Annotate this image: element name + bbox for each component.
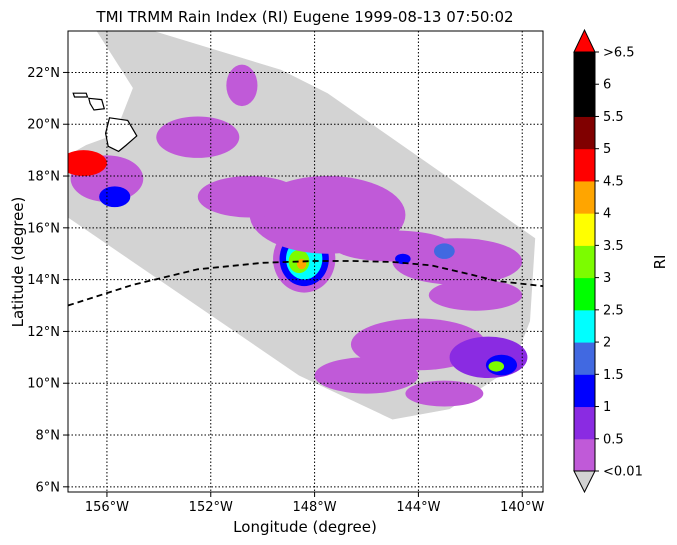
rain-cell	[488, 361, 505, 372]
colorbar-segment	[574, 180, 595, 214]
y-tick-label: 20°N	[27, 118, 60, 133]
colorbar-label: RI	[651, 255, 669, 270]
colorbar-over-arrow	[573, 28, 596, 53]
colorbar-frame	[573, 51, 596, 472]
rain-cell	[449, 336, 528, 379]
x-axis: 156°W 152°W 148°W 144°W 140°W	[85, 492, 544, 515]
y-tick-label: 6°N	[36, 480, 61, 495]
colorbar-tick-label: 3.5	[603, 239, 624, 254]
x-tick-label: 152°W	[189, 500, 233, 515]
colorbar-tick-label: 0.5	[603, 432, 624, 447]
colorbar-under-arrow	[573, 470, 596, 494]
y-tick-label: 16°N	[27, 221, 60, 236]
colorbar-tick-label: 5.5	[603, 110, 624, 125]
colorbar-segment	[574, 374, 595, 408]
land-layer	[72, 92, 138, 153]
colorbar-segment	[574, 213, 595, 246]
colorbar-tick-label: 6	[603, 78, 611, 93]
colorbar-tick-label: 2	[603, 336, 611, 351]
y-tick-label: 10°N	[27, 377, 60, 392]
x-tick-label: 140°W	[500, 500, 544, 515]
x-tick-label: 156°W	[85, 500, 129, 515]
colorbar-tick-label: 2.5	[603, 303, 624, 318]
rain-cell	[405, 380, 484, 407]
rain-cell	[156, 116, 240, 158]
y-axis: 6°N 8°N 10°N 12°N 14°N 16°N 18°N 20°N 22°N	[27, 66, 68, 495]
colorbar-tick-label: >6.5	[603, 46, 635, 61]
track-layer	[68, 260, 543, 307]
grid-layer	[68, 31, 543, 492]
rain-cell	[68, 150, 107, 177]
rain-layer	[68, 64, 528, 407]
colorbar-segment	[574, 277, 595, 311]
rain-cell	[197, 176, 302, 218]
colorbar-segment	[574, 52, 595, 85]
chart-title: TMI TRMM Rain Index (RI) Eugene 1999-08-…	[95, 8, 513, 26]
y-tick-label: 8°N	[36, 429, 61, 444]
x-tick-label: 148°W	[292, 500, 336, 515]
colorbar-segment	[574, 116, 595, 150]
colorbar-tick-label: 1	[603, 400, 611, 415]
colorbar-tick-label: 4.5	[603, 174, 624, 189]
colorbar-tick-label: 5	[603, 142, 611, 157]
colorbar-tick-label: 4	[603, 207, 611, 222]
colorbar-tick-label: <0.01	[603, 465, 643, 480]
colorbar-segment	[574, 406, 595, 440]
colorbar-tick-label: 3	[603, 271, 611, 286]
island-molokai	[72, 92, 89, 98]
colorbar-segment	[574, 245, 595, 279]
y-tick-label: 12°N	[27, 325, 60, 340]
rain-cell	[433, 243, 455, 259]
island-big	[104, 117, 138, 153]
colorbar-segment	[574, 84, 595, 117]
storm-track	[68, 260, 543, 307]
colorbar-segment	[574, 342, 595, 375]
y-tick-label: 14°N	[27, 273, 60, 288]
rain-cell	[226, 64, 258, 107]
rain-cell	[428, 279, 523, 311]
colorbar-segment	[574, 148, 595, 182]
rain-cell	[314, 357, 419, 394]
y-axis-label: Latitude (degree)	[9, 197, 27, 328]
plot-area	[68, 31, 543, 492]
rain-cell	[99, 186, 131, 208]
rain-cell	[392, 238, 523, 285]
y-tick-label: 22°N	[27, 66, 60, 81]
colorbar: <0.01 0.5 1 1.5 2 2.5 3 3.5 4 4.5 5 5.5 6 >6.5	[573, 28, 643, 494]
x-axis-label: Longitude (degree)	[233, 518, 377, 536]
rain-cell	[395, 253, 411, 265]
colorbar-tick-label: 1.5	[603, 368, 624, 383]
x-tick-label: 144°W	[396, 500, 440, 515]
plot-frame	[67, 30, 544, 493]
colorbar-segment	[574, 309, 595, 343]
island-maui	[88, 97, 106, 111]
colorbar-segment	[574, 438, 595, 472]
y-tick-label: 18°N	[27, 170, 60, 185]
